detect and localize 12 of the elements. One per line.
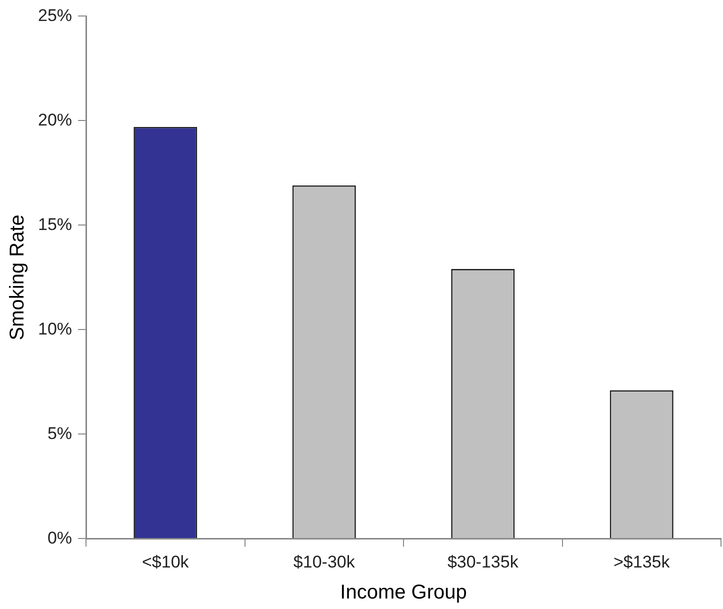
y-tick-label: 10%: [38, 319, 72, 338]
x-axis-title: Income Group: [340, 582, 467, 604]
x-tick-label: >$135k: [614, 552, 670, 572]
y-axis-title: Smoking Rate: [6, 214, 29, 340]
y-tick-label: 25%: [38, 6, 72, 25]
x-tick-label: <$10k: [142, 552, 190, 572]
y-tick-label: 5%: [47, 424, 72, 443]
x-tick-label: $10-30k: [293, 552, 356, 572]
y-tick-label: 15%: [38, 214, 72, 234]
x-tick-label: $30-135k: [447, 552, 519, 572]
y-tick-label: 20%: [38, 110, 72, 130]
y-tick-label: 0%: [47, 528, 72, 548]
